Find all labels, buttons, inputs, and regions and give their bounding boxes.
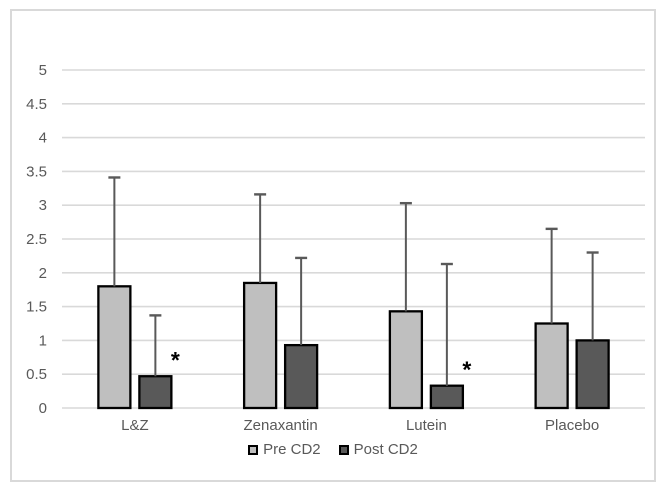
y-tick-label-1-5: 1.5 <box>26 299 47 316</box>
legend-label-pre-cd2: Pre CD2 <box>263 441 321 458</box>
y-tick-label-3-5: 3.5 <box>26 163 47 180</box>
x-category-label-l-z: L&Z <box>121 417 149 434</box>
y-tick-label-3: 3 <box>39 197 47 214</box>
bar-lutein-post-cd2 <box>429 384 465 410</box>
y-tick-label-4-5: 4.5 <box>26 96 47 113</box>
legend: Pre CD2 Post CD2 <box>0 442 666 458</box>
legend-swatch-pre-cd2 <box>248 445 259 455</box>
legend-swatch-post-cd2 <box>338 445 349 455</box>
y-tick-label-2: 2 <box>39 265 47 282</box>
legend-item-pre-cd2: Pre CD2 <box>248 442 321 458</box>
bar-zenaxantin-pre-cd2 <box>242 281 278 410</box>
y-tick-label-0-5: 0.5 <box>26 366 47 383</box>
x-category-label-zenaxantin: Zenaxantin <box>244 417 318 434</box>
legend-item-post-cd2: Post CD2 <box>338 441 418 458</box>
bar-l-z-post-cd2 <box>138 375 173 410</box>
bar-lutein-pre-cd2 <box>388 310 424 410</box>
significance-asterisk-lutein: * <box>462 357 471 383</box>
legend-label-post-cd2: Post CD2 <box>353 441 418 458</box>
x-category-label-lutein: Lutein <box>406 417 447 434</box>
y-tick-label-2-5: 2.5 <box>26 231 47 248</box>
bar-zenaxantin-post-cd2 <box>283 343 319 410</box>
x-category-label-placebo: Placebo <box>545 417 599 434</box>
y-tick-label-0: 0 <box>39 400 47 417</box>
y-tick-label-5: 5 <box>39 62 47 79</box>
bar-l-z-pre-cd2 <box>97 285 132 410</box>
bar-placebo-post-cd2 <box>575 339 610 410</box>
significance-asterisk-l-z: * <box>171 347 180 373</box>
y-tick-label-1: 1 <box>39 332 47 349</box>
bar-placebo-pre-cd2 <box>534 322 569 410</box>
y-tick-label-4: 4 <box>39 130 47 147</box>
